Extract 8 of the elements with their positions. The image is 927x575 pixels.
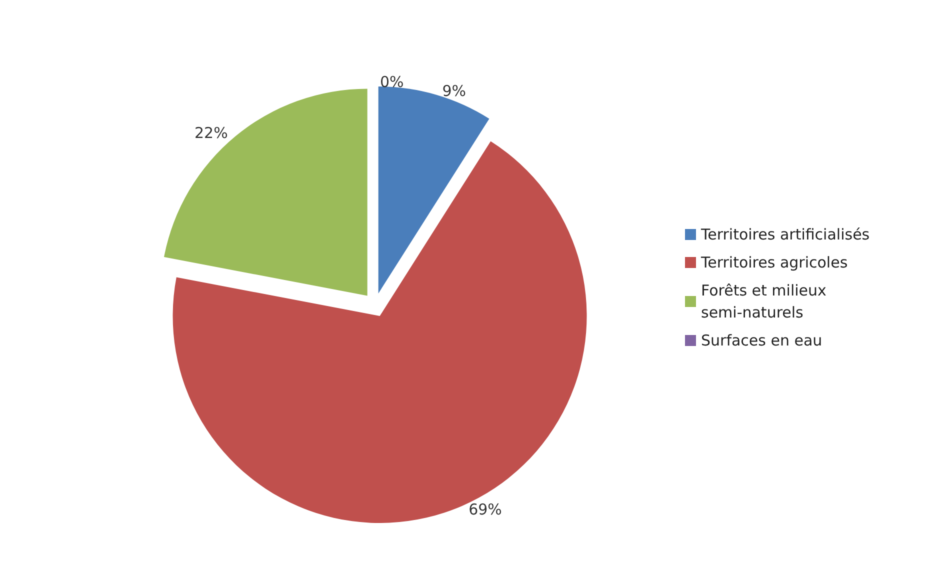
legend-label: Territoires artificialisés <box>700 226 870 244</box>
data-label: 22% <box>194 124 228 142</box>
legend-label: Surfaces en eau <box>701 332 822 350</box>
data-label: 9% <box>442 82 466 100</box>
legend-label: Forêts et milieux semi-naturels <box>701 282 832 322</box>
text: 0% <box>380 73 404 91</box>
legend-label: Territoires agricoles <box>700 254 848 272</box>
data-label: 69% <box>468 500 502 519</box>
